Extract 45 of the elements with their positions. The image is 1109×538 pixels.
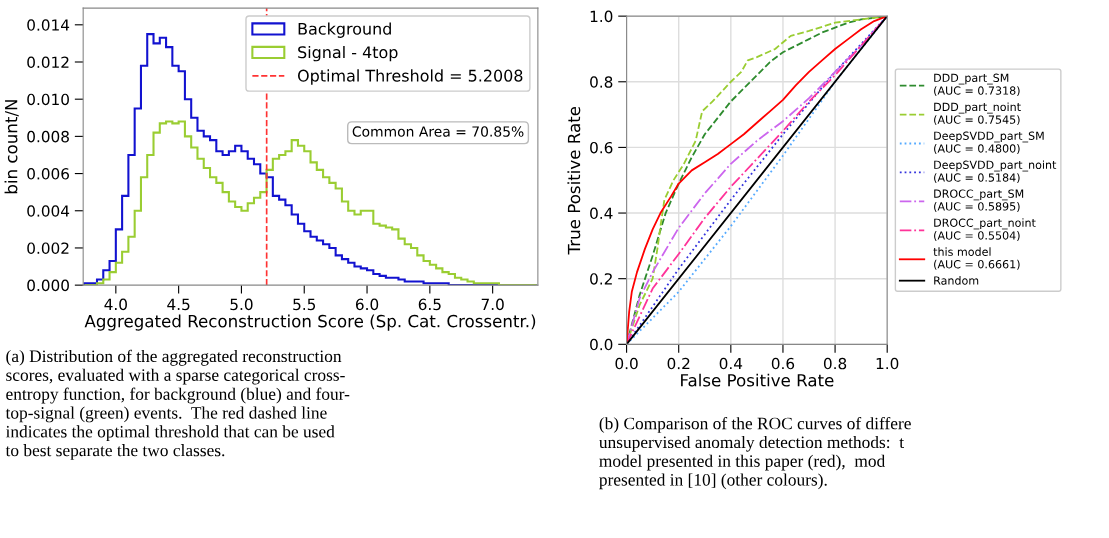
- x-tick-label: 4.0: [104, 298, 127, 311]
- y-tick-label: 0.012: [27, 56, 69, 69]
- y-tick-label: 0.008: [27, 130, 69, 143]
- x-tick-label: 7.0: [481, 298, 504, 311]
- y-tick-label: 0.4: [590, 207, 613, 220]
- y-tick-label: 0.6: [590, 141, 613, 154]
- y-tick-label: 0.006: [27, 168, 70, 180]
- legend-label: Random: [934, 276, 979, 285]
- y-axis-title: bin count/N: [4, 100, 19, 194]
- y-axis-title: True Positive Rate: [567, 106, 581, 255]
- x-tick-label: 0.8: [823, 357, 847, 370]
- x-tick-label: 4.5: [167, 298, 190, 311]
- x-axis-title: Aggregated Reconstruction Score (Sp. Cat. Crossentr.): [84, 314, 536, 331]
- x-tick-label: 5.5: [293, 298, 316, 311]
- legend-label: this model (AUC = 0.6661): [933, 247, 1020, 270]
- legend-label: Signal - 4top: [298, 45, 398, 62]
- y-tick-label: 0.0: [590, 338, 613, 351]
- y-tick-label: 0.8: [590, 76, 613, 88]
- y-tick-label: 0.002: [27, 242, 69, 254]
- legend-label: Background: [298, 22, 391, 38]
- annotation: Common Area = 70.85%: [352, 126, 524, 137]
- legend-label: DDD_part_noint (AUC = 0.7545): [934, 102, 1021, 126]
- x-tick-label: 6.0: [355, 298, 379, 311]
- x-tick-label: 0.2: [667, 357, 690, 370]
- y-tick-label: 0.000: [27, 279, 69, 292]
- legend-label: DDD_part_SM (AUC = 0.7318): [934, 73, 1020, 97]
- text: (b) Comparison of the ROC curves of differe unsupervised anomaly detection methods: t model presented in this paper (red), mod presented in [10] (other colours).: [599, 416, 911, 490]
- y-tick-label: 0.010: [27, 93, 69, 106]
- y-tick-label: 0.2: [590, 273, 612, 285]
- x-axis-title: False Positive Rate: [681, 373, 834, 387]
- x-tick-label: 6.5: [418, 298, 441, 311]
- text: (a) Distribution of the aggregated reconstruction scores, evaluated with a sparse categorical cross- entropy function, for background (blue) and four- top-signal (green) events. The red dashed line indicates the optimal threshold that can be used to best separate the two classes.: [5, 349, 350, 460]
- x-tick-label: 0.4: [719, 357, 743, 370]
- y-tick-label: 0.004: [27, 205, 70, 217]
- x-tick-label: 0.0: [615, 357, 638, 370]
- x-tick-label: 1.0: [876, 357, 899, 370]
- y-tick-label: 1.0: [590, 10, 613, 23]
- ref-line-label: Optimal Threshold = 5.2008: [297, 69, 523, 85]
- legend-label: DROCC_part_SM (AUC = 0.5895): [934, 189, 1024, 212]
- x-tick-label: 0.6: [771, 357, 795, 370]
- y-tick-label: 0.014: [27, 19, 70, 31]
- legend-label: DeepSVDD_part_noint (AUC = 0.5184): [934, 160, 1057, 184]
- legend-label: DeepSVDD_part_SM (AUC = 0.4800): [934, 131, 1044, 154]
- x-tick-label: 5.0: [230, 298, 253, 311]
- legend-label: DROCC_part_noint (AUC = 0.5504): [934, 218, 1036, 241]
